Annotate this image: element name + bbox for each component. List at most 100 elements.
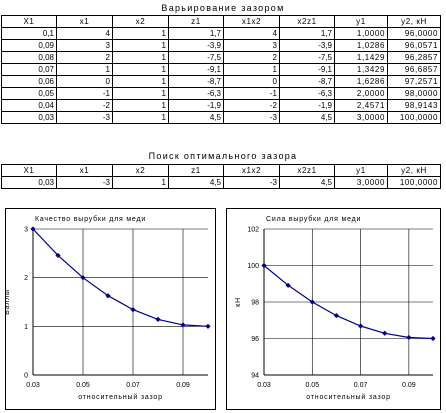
table-row: 0,07 1 1 -9,1 1 -9,1 1,3429 96,6857 xyxy=(1,63,441,76)
x-tick-label: 0.03 xyxy=(257,382,271,389)
table-cell: -6,3 xyxy=(168,87,224,100)
column-header: y1 xyxy=(334,164,388,177)
table-row: 0,04 -2 1 -1,9 -2 -1,9 2,4571 98,9143 xyxy=(1,99,441,112)
table-row: 0,05 -1 1 -6,3 -1 -6,3 2,0000 98,0000 xyxy=(1,87,441,100)
table-cell: 100,0000 xyxy=(387,176,441,189)
table-header-row: X1 x1 x2 z1 x1x2 x2z1 y1 y2, кН xyxy=(1,15,441,28)
table-cell: 4,5 xyxy=(168,176,224,189)
table-cell: -3 xyxy=(223,176,280,189)
table-cell: -3,9 xyxy=(279,39,335,52)
y-tick-label: 96 xyxy=(251,336,259,343)
table-cell: 2 xyxy=(56,51,113,64)
data-point xyxy=(55,252,61,259)
data-point xyxy=(205,323,211,329)
data-point xyxy=(180,322,186,328)
table-row: 0,08 2 1 -7,5 2 -7,5 1,1429 96,2857 xyxy=(1,51,441,64)
table-cell: 0,03 xyxy=(1,176,57,189)
table-row: 0,03 -3 1 4,5 -3 4,5 3,0000 100,0000 xyxy=(1,176,441,189)
table-row: 0,1 4 1 1,7 4 1,7 1,0000 96,0000 xyxy=(1,27,441,40)
table-cell: -3 xyxy=(56,176,113,189)
y-tick-label: 94 xyxy=(251,373,259,380)
table-cell: 3 xyxy=(56,39,113,52)
table-cell: -1,9 xyxy=(279,99,335,112)
table-cell: 96,0571 xyxy=(387,39,441,52)
table-cell: 98,9143 xyxy=(387,99,441,112)
data-point xyxy=(357,323,364,329)
table-cell: 1,6286 xyxy=(334,75,388,88)
table-cell: -8,7 xyxy=(168,75,224,88)
table-cell: -1,9 xyxy=(168,99,224,112)
table-header-row: X1 x1 x2 z1 x1x2 x2z1 y1 y2, кН xyxy=(1,164,441,177)
column-header: x1x2 xyxy=(223,15,280,28)
data-point xyxy=(130,307,136,313)
y-tick-label: 2 xyxy=(24,275,28,282)
data-point xyxy=(30,226,36,232)
x-tick-label: 0.07 xyxy=(126,382,140,389)
column-header: x2 xyxy=(112,15,169,28)
x-axis-label: относительный зазор xyxy=(78,393,163,401)
table-row: 0,09 3 1 -3,9 3 -3,9 1,0286 96,0571 xyxy=(1,39,441,52)
table-cell: 96,0000 xyxy=(387,27,441,40)
force-chart-svg: Сила вырубки для меди 94 96 98 100 102 0.03 0.0… xyxy=(235,215,436,401)
table-cell: 1,1429 xyxy=(334,51,388,64)
table-cell: -9,1 xyxy=(168,63,224,76)
series-line xyxy=(263,265,434,340)
table-cell: 0,1 xyxy=(1,27,57,40)
quality-chart: Качество вырубки для меди 0 1 2 3 0.03 0.05 0.0… xyxy=(5,208,216,410)
table-cell: 0,04 xyxy=(1,99,57,112)
data-point xyxy=(333,312,340,319)
table-row: 0,03 -3 1 4,5 -3 4,5 3,0000 100,0000 xyxy=(1,111,441,124)
table-cell: 100,0000 xyxy=(387,111,441,124)
table-cell: 4,5 xyxy=(168,111,224,124)
table-cell: 0,05 xyxy=(1,87,57,100)
column-header: z1 xyxy=(168,15,224,28)
table-cell: 96,2857 xyxy=(387,51,441,64)
y-axis-label: Баллы xyxy=(6,289,11,315)
x-tick-label: 0.09 xyxy=(402,382,416,389)
x-tick-label: 0.07 xyxy=(354,382,368,389)
table-cell: 1 xyxy=(112,39,169,52)
table-cell: -9,1 xyxy=(279,63,335,76)
table-cell: 1,7 xyxy=(279,27,335,40)
y-tick-label: 0 xyxy=(24,373,28,380)
table-cell: 1 xyxy=(112,51,169,64)
chart-title: Сила вырубки для меди xyxy=(266,215,361,223)
table-cell: -3 xyxy=(56,111,113,124)
table-cell: 1,7 xyxy=(168,27,224,40)
table-cell: 1 xyxy=(112,176,169,189)
data-point xyxy=(155,316,161,322)
y-tick-label: 98 xyxy=(251,300,259,307)
table-cell: 1,0286 xyxy=(334,39,388,52)
table-cell: -3,9 xyxy=(168,39,224,52)
table-cell: 4 xyxy=(56,27,113,40)
table-cell: 1 xyxy=(112,27,169,40)
x-axis-label: относительный зазор xyxy=(306,393,391,401)
table-cell: 0,03 xyxy=(1,111,57,124)
table-cell: 3,0000 xyxy=(334,176,388,189)
column-header: y2, кН xyxy=(387,15,441,28)
column-header: X1 xyxy=(1,164,57,177)
column-header: x1 xyxy=(56,15,113,28)
column-header: X1 xyxy=(1,15,57,28)
table-row: 0,06 0 1 -8,7 0 -8,7 1,6286 97,2571 xyxy=(1,75,441,88)
table-cell: 1 xyxy=(56,63,113,76)
section1-title: Варьирование зазором xyxy=(161,3,285,13)
x-tick-label: 0.03 xyxy=(26,382,40,389)
column-header: x2z1 xyxy=(279,15,335,28)
series-line xyxy=(32,228,209,327)
table-cell: -2 xyxy=(223,99,280,112)
table-cell: 0,06 xyxy=(1,75,57,88)
table-cell: 0,08 xyxy=(1,51,57,64)
x-tick-label: 0.05 xyxy=(305,382,319,389)
table-cell: -7,5 xyxy=(279,51,335,64)
table-cell: 4,5 xyxy=(279,111,335,124)
y-tick-label: 100 xyxy=(247,263,259,270)
table-cell: 0,07 xyxy=(1,63,57,76)
table-cell: 1 xyxy=(112,75,169,88)
table-cell: 2 xyxy=(223,51,280,64)
table-cell: 1,0000 xyxy=(334,27,388,40)
y-tick-label: 102 xyxy=(247,227,259,234)
table-cell: 98,0000 xyxy=(387,87,441,100)
column-header: y1 xyxy=(334,15,388,28)
column-header: x2 xyxy=(112,164,169,177)
